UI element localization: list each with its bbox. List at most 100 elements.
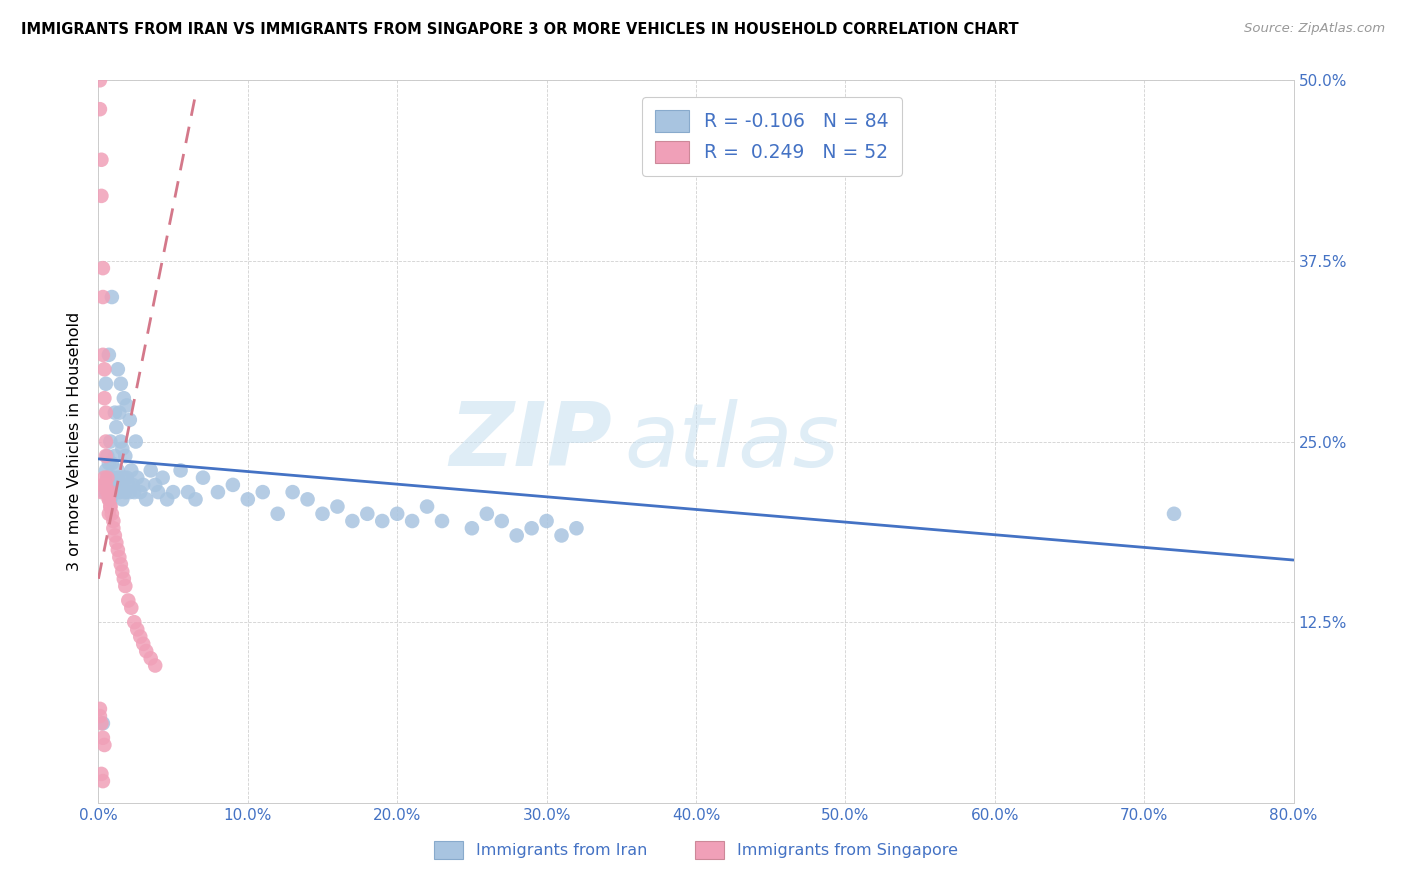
Point	[120, 463, 142, 477]
Point	[97, 507, 120, 521]
Point	[124, 615, 146, 630]
Point	[93, 485, 115, 500]
Point	[207, 485, 229, 500]
Point	[430, 514, 453, 528]
Point	[90, 767, 112, 781]
Point	[169, 463, 191, 477]
Point	[94, 463, 117, 477]
Point	[104, 478, 127, 492]
Point	[96, 470, 118, 484]
Point	[90, 153, 112, 167]
Legend: Immigrants from Iran, Immigrants from Singapore: Immigrants from Iran, Immigrants from Si…	[426, 832, 966, 867]
Point	[110, 558, 132, 572]
Point	[520, 521, 543, 535]
Point	[111, 565, 134, 579]
Point	[97, 492, 120, 507]
Point	[117, 593, 139, 607]
Point	[184, 492, 207, 507]
Point	[356, 507, 378, 521]
Point	[114, 579, 136, 593]
Point	[112, 572, 135, 586]
Point	[105, 485, 128, 500]
Point	[125, 434, 148, 449]
Point	[132, 478, 155, 492]
Point	[94, 406, 117, 420]
Point	[371, 514, 394, 528]
Point	[416, 500, 439, 514]
Point	[97, 492, 120, 507]
Point	[135, 492, 157, 507]
Point	[191, 470, 214, 484]
Point	[91, 290, 114, 304]
Point	[156, 492, 179, 507]
Point	[550, 528, 572, 542]
Point	[129, 630, 152, 644]
Point	[143, 658, 166, 673]
Point	[103, 485, 125, 500]
Point	[162, 485, 184, 500]
Point	[101, 290, 124, 304]
Point	[114, 449, 136, 463]
Point	[96, 485, 118, 500]
Point	[107, 542, 129, 557]
Point	[110, 478, 132, 492]
Point	[129, 485, 152, 500]
Point	[96, 485, 118, 500]
Point	[108, 550, 131, 565]
Point	[101, 478, 124, 492]
Point	[114, 485, 136, 500]
Point	[93, 362, 115, 376]
Point	[121, 478, 143, 492]
Point	[93, 391, 115, 405]
Point	[132, 637, 155, 651]
Point	[103, 470, 125, 484]
Point	[107, 362, 129, 376]
Point	[91, 716, 114, 731]
Point	[565, 521, 588, 535]
Point	[104, 528, 127, 542]
Point	[103, 521, 125, 535]
Point	[93, 470, 115, 484]
Point	[118, 413, 141, 427]
Point	[104, 449, 127, 463]
Text: IMMIGRANTS FROM IRAN VS IMMIGRANTS FROM SINGAPORE 3 OR MORE VEHICLES IN HOUSEHOL: IMMIGRANTS FROM IRAN VS IMMIGRANTS FROM …	[21, 22, 1019, 37]
Point	[135, 644, 157, 658]
Point	[89, 73, 111, 87]
Point	[124, 485, 146, 500]
Point	[118, 485, 141, 500]
Point	[94, 376, 117, 391]
Point	[111, 492, 134, 507]
Point	[222, 478, 245, 492]
Point	[143, 478, 166, 492]
Point	[98, 485, 122, 500]
Text: atlas: atlas	[624, 399, 839, 484]
Point	[98, 492, 122, 507]
Y-axis label: 3 or more Vehicles in Household: 3 or more Vehicles in Household	[67, 312, 83, 571]
Point	[107, 463, 129, 477]
Point	[93, 738, 115, 752]
Point	[506, 528, 529, 542]
Point	[105, 535, 128, 549]
Point	[97, 456, 120, 470]
Point	[236, 492, 259, 507]
Point	[311, 507, 333, 521]
Point	[385, 507, 409, 521]
Point	[110, 434, 132, 449]
Point	[89, 702, 111, 716]
Point	[110, 376, 132, 391]
Point	[297, 492, 319, 507]
Point	[267, 507, 290, 521]
Point	[326, 500, 349, 514]
Point	[89, 102, 111, 116]
Point	[94, 449, 117, 463]
Point	[252, 485, 274, 500]
Point	[177, 485, 200, 500]
Point	[94, 478, 117, 492]
Point	[98, 434, 122, 449]
Point	[536, 514, 558, 528]
Point	[281, 485, 304, 500]
Point	[112, 470, 135, 484]
Point	[96, 470, 118, 484]
Point	[127, 470, 149, 484]
Point	[108, 406, 131, 420]
